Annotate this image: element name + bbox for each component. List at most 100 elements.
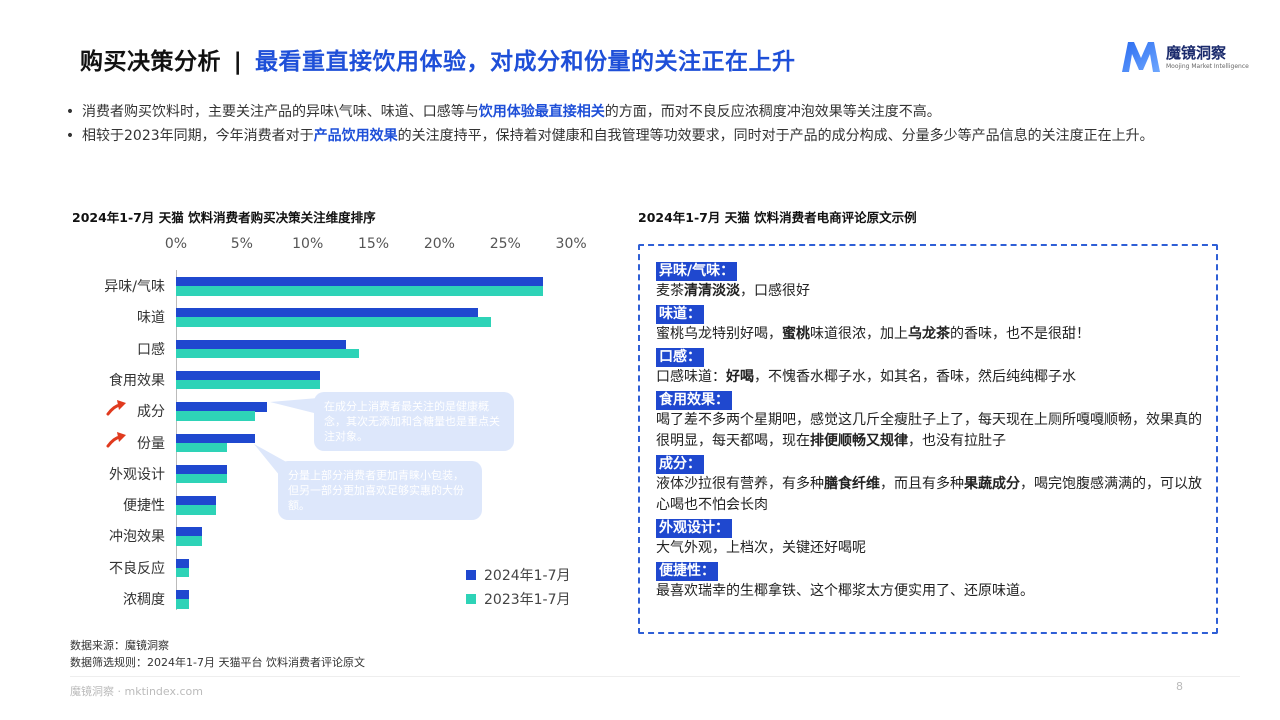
category-label: 冲泡效果	[109, 529, 165, 546]
bullet-dot-icon: •	[65, 104, 75, 120]
bar-chart: 0% 5% 10% 15% 20% 25% 30% 异味/气味 味道 口感 食用效果 成分 份量 外观设…	[60, 230, 620, 630]
review-tag: 味道：	[656, 305, 704, 324]
category-label: 味道	[137, 310, 165, 327]
bullet-highlight: 饮用体验最直接相关	[478, 104, 605, 120]
x-tick-label: 5%	[230, 236, 253, 252]
review-item: 成分： 液体沙拉很有营养，有多种膳食纤维，而且有多种果蔬成分，喝完饱腹感满满的，可…	[656, 453, 1202, 516]
category-label: 异味/气味	[104, 279, 165, 295]
review-item: 味道： 蜜桃乌龙特别好喝，蜜桃味道很浓，加上乌龙茶的香味，也不是很甜！	[656, 303, 1202, 345]
bar-2023	[176, 567, 190, 578]
logo-slogan: Moojing Market Intelligence	[1166, 62, 1249, 70]
chart-row: 份量	[60, 427, 620, 458]
bar-2024	[176, 464, 228, 475]
review-text: 大气外观，上档次，关键还好喝呢	[656, 540, 866, 556]
legend-swatch	[466, 570, 476, 580]
reviews-title: 2024年1-7月 天猫 饮料消费者电商评论原文示例	[638, 210, 917, 225]
bar-2023	[176, 505, 216, 515]
bullet-item: • 相较于2023年同期，今年消费者对于产品饮用效果的关注度持平，保持着对健康和…	[60, 124, 1230, 148]
rising-arrow-icon	[106, 400, 126, 416]
bullet-dot-icon: •	[65, 128, 75, 144]
bar-2023	[176, 317, 491, 327]
title-main: 购买决策分析	[80, 49, 221, 75]
category-label: 外观设计	[109, 466, 165, 483]
page-number: 8	[1176, 680, 1183, 693]
x-tick-label: 0%	[164, 236, 188, 252]
title-highlight: 最看重直接饮用体验，对成分和份量的关注正在上升	[254, 49, 796, 75]
category-label: 食用效果	[109, 372, 165, 389]
bar-2024	[176, 308, 478, 318]
bar-2023	[176, 286, 544, 296]
chart-row: 食用效果	[60, 364, 620, 395]
chart-title: 2024年1-7月 天猫 饮料消费者购买决策关注维度排序	[72, 210, 376, 225]
callout-pointer-icon	[270, 398, 318, 414]
callout-pointer-icon	[254, 444, 290, 476]
bar-2023	[176, 411, 256, 421]
footer-divider	[70, 676, 1240, 677]
chart-legend: 2024年1-7月 2023年1-7月	[466, 563, 571, 611]
review-text: 喝了差不多两个星期吧，感觉这几斤全瘦肚子上了，每天现在上厕所嘎嘎顺畅，效果真的很…	[656, 412, 1202, 449]
rising-arrow-icon	[106, 431, 126, 447]
review-tag: 食用效果：	[656, 391, 732, 410]
chart-row: 成分	[60, 395, 620, 426]
bar-2024	[176, 527, 203, 537]
data-source: 数据来源：魔镜洞察 数据筛选规则：2024年1-7月 天猫平台 饮料消费者评论原…	[70, 639, 365, 669]
bullet-item: • 消费者购买饮料时，主要关注产品的异味\气味、味道、口感等与饮用体验最直接相关…	[60, 100, 1230, 124]
review-item: 口感： 口感味道：好喝，不愧香水椰子水，如其名，香味，然后纯纯椰子水	[656, 346, 1202, 388]
chart-row: 不良反应	[60, 552, 620, 583]
bar-2023	[176, 599, 190, 609]
review-item: 异味/气味： 麦茶清清淡淡，口感很好	[656, 260, 1202, 302]
page-title: 购买决策分析 | 最看重直接饮用体验，对成分和份量的关注正在上升	[80, 42, 795, 76]
logo-name: 魔镜洞察	[1166, 43, 1227, 62]
review-tag: 口感：	[656, 348, 704, 367]
bar-2023	[176, 348, 360, 359]
legend-swatch	[466, 594, 476, 604]
bullet-highlight: 产品饮用效果	[313, 128, 398, 144]
chart-row: 浓稠度	[60, 583, 620, 614]
category-label: 浓稠度	[123, 592, 165, 608]
brand-logo: 魔镜洞察 Moojing Market Intelligence	[1120, 40, 1249, 74]
bar-2024	[176, 558, 190, 569]
category-label: 便捷性	[123, 498, 165, 515]
bullet-text: 的关注度持平，保持着对健康和自我管理等功效要求，同时对于产品的成分构成、分量多少…	[397, 128, 1154, 144]
legend-item-2024: 2024年1-7月	[466, 563, 571, 587]
bar-2023	[176, 536, 203, 546]
bar-2024	[176, 277, 544, 287]
chart-row: 便捷性	[60, 489, 620, 520]
bar-2023	[176, 473, 228, 484]
bar-2024	[176, 339, 346, 350]
bar-2024	[176, 590, 190, 600]
chart-row: 冲泡效果	[60, 520, 620, 551]
category-label: 口感	[137, 341, 165, 358]
chart-row: 口感	[60, 333, 620, 364]
bullet-text: 的方面，而对不良反应浓稠度冲泡效果等关注度不高。	[604, 104, 941, 120]
chart-row: 外观设计	[60, 458, 620, 489]
review-item: 食用效果： 喝了差不多两个星期吧，感觉这几斤全瘦肚子上了，每天现在上厕所嘎嘎顺畅，…	[656, 389, 1202, 452]
x-tick-label: 25%	[489, 236, 521, 252]
bullet-text: 相较于2023年同期，今年消费者对于	[82, 128, 314, 144]
review-text: 最喜欢瑞幸的生椰拿铁、这个椰浆太方便实用了、还原味道。	[656, 583, 1034, 599]
review-tag: 成分：	[656, 455, 704, 474]
review-item: 外观设计： 大气外观，上档次，关键还好喝呢	[656, 517, 1202, 559]
x-tick-label: 30%	[555, 236, 587, 252]
review-examples-box: 异味/气味： 麦茶清清淡淡，口感很好味道： 蜜桃乌龙特别好喝，蜜桃味道很浓，加上乌龙…	[638, 244, 1218, 634]
callout-ingredients: 在成分上消费者最关注的是健康概念，其次无添加和含糖量也是重点关注对象。	[314, 392, 514, 451]
bar-2023	[176, 442, 228, 452]
category-label: 成分	[137, 404, 165, 421]
review-text: 蜜桃乌龙特别好喝，蜜桃味道很浓，加上乌龙茶的香味，也不是很甜！	[656, 326, 1090, 342]
title-separator: |	[233, 49, 243, 75]
x-tick-label: 10%	[292, 236, 324, 252]
x-tick-label: 15%	[357, 236, 390, 252]
category-label: 份量	[137, 435, 165, 452]
bar-2024	[176, 370, 320, 381]
moojing-logo-icon	[1122, 42, 1160, 72]
review-text: 液体沙拉很有营养，有多种膳食纤维，而且有多种果蔬成分，喝完饱腹感满满的，可以放心…	[656, 476, 1202, 513]
review-text: 口感味道：好喝，不愧香水椰子水，如其名，香味，然后纯纯椰子水	[656, 369, 1076, 385]
chart-row: 异味/气味	[60, 270, 620, 301]
review-tag: 便捷性：	[656, 562, 718, 581]
footer-url: 魔镜洞察 · mktindex.com	[70, 685, 203, 698]
chart-row: 味道	[60, 301, 620, 332]
bar-2024	[176, 496, 216, 506]
review-tag: 异味/气味：	[656, 262, 738, 281]
legend-item-2023: 2023年1-7月	[466, 587, 571, 611]
bar-2024	[176, 433, 256, 443]
